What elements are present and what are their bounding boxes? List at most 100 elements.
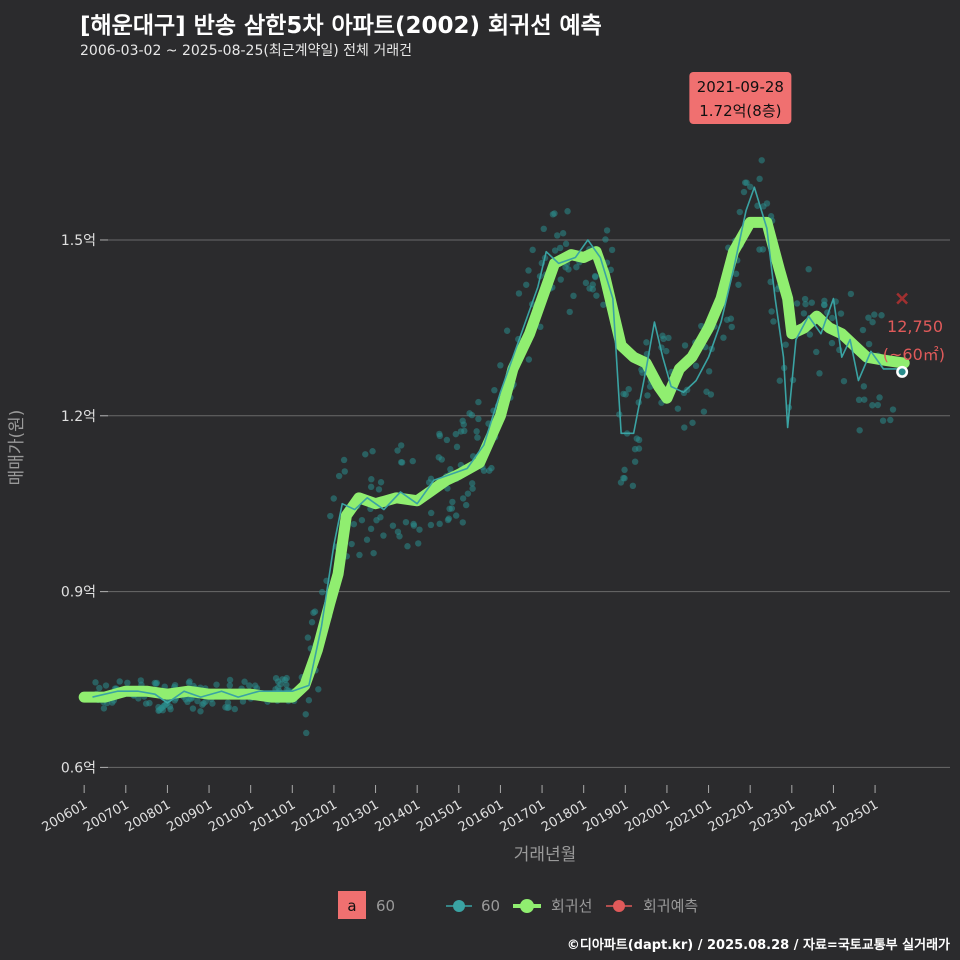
scatter-point [665,334,672,342]
scatter-point [363,536,371,543]
scatter-point [621,466,628,474]
scatter-point [523,281,530,288]
scatter-point [828,314,836,322]
scatter-point [874,401,882,409]
scatter-point [453,443,461,451]
scatter-point [554,232,561,239]
scatter-point [736,208,744,216]
scatter-point [681,342,689,349]
scatter-point [674,405,682,412]
scatter-point [491,386,498,394]
scatter-point [184,698,191,706]
scatter-point [497,362,504,369]
scatter-point [92,679,99,686]
scatter-point [305,697,313,704]
legend: a 60 60 회귀선 회귀예측 [338,891,698,919]
scatter-point [171,681,179,689]
scatter-point [562,240,570,248]
scatter-point [681,424,688,431]
scatter-point [602,236,609,243]
scatter-point [889,406,897,413]
chart-subtitle: 2006-03-02 ~ 2025-08-25(최근계약일) 전체 거래건 [80,43,412,59]
scatter-point [197,708,204,715]
scatter-point [226,682,234,689]
scatter-point [828,339,836,347]
scatter-point [380,532,387,539]
scatter-point [720,334,727,341]
prediction-value-label: 12,750 [887,317,943,336]
scatter-point [837,310,845,317]
scatter-point [861,396,868,403]
scatter-point [732,270,740,278]
scatter-point [377,514,384,521]
x-tick-label: 201201 [289,797,339,835]
scatter-point [635,445,643,452]
scatter-point [304,634,312,641]
scatter-point [185,679,193,687]
y-axis-title: 매매가(원) [7,410,27,486]
scatter-point [566,308,573,316]
latest-point-core [898,368,906,376]
scatter-point [369,448,376,455]
scatter-point [728,323,735,331]
x-tick-label: 200901 [165,797,215,835]
scatter-point [330,495,337,502]
scatter-point [443,436,451,444]
x-tick-label: 201501 [414,797,464,835]
scatter-point [213,681,220,688]
prediction-marker [896,292,909,305]
scatter-point [464,490,472,497]
scatter-point [629,482,637,490]
scatter-point [557,276,564,283]
scatter-point [102,682,110,689]
x-tick-label: 202301 [747,797,797,835]
scatter-point [368,476,375,483]
scatter-point [878,312,885,319]
scatter-point [540,225,547,233]
scatter-point [525,267,532,274]
scatter-point [224,699,232,706]
scatter-point [189,705,197,712]
scatter-point [241,678,248,685]
scatter-point [272,674,280,682]
scatter-point [758,157,765,164]
scatter-point [435,454,442,461]
scatter-point [617,479,625,486]
scatter-point [879,417,887,424]
x-tick-label: 202001 [622,797,672,835]
scatter-point [782,341,789,348]
scatter-point [855,396,863,404]
scatter-point [459,519,466,526]
scatter-point [137,677,145,684]
scatter-point [469,485,476,492]
scatter-point [840,377,848,385]
scatter-point [246,682,253,689]
scatter-point [402,518,410,526]
scatter-point [793,300,801,307]
legend-key-a-text: a [347,897,356,915]
legend-key-a [338,891,366,919]
x-tick-label: 201101 [248,797,298,835]
scatter-point [859,326,867,334]
scatter-point [194,697,201,705]
scatter-point [703,388,710,395]
scatter-point [375,486,383,493]
x-tick-label: 201301 [331,797,381,835]
scatter-point [449,498,456,506]
scatter-point [341,468,348,475]
trend-line [92,186,901,704]
scatter-point [239,698,247,705]
scatter-point [525,356,533,363]
scatter-point [367,483,375,491]
scatter-point [370,549,377,557]
scatter-point [643,339,650,346]
scatter-point [135,695,142,702]
scatter-point [608,246,616,254]
scatter-point [813,348,820,356]
legend-label-a: 60 [376,897,395,915]
scatter-point [394,447,401,454]
regression-line [78,216,910,703]
scatter-point [459,495,467,502]
scatter-point [427,509,435,517]
scatter-point [808,299,815,306]
